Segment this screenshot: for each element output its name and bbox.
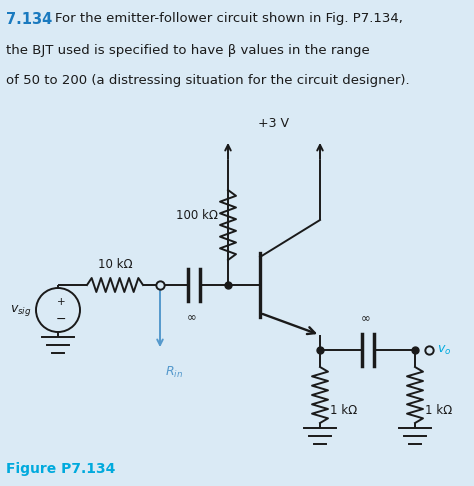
Text: 100 kΩ: 100 kΩ [176, 208, 218, 222]
Text: $v_{sig}$: $v_{sig}$ [10, 302, 32, 317]
Text: +: + [57, 297, 65, 307]
Text: $R_{in}$: $R_{in}$ [165, 365, 183, 380]
Text: −: − [56, 312, 66, 326]
Text: For the emitter-follower circuit shown in Fig. P7.134,: For the emitter-follower circuit shown i… [55, 12, 403, 25]
Text: the BJT used is specified to have β values in the range: the BJT used is specified to have β valu… [6, 44, 370, 57]
Text: +3 V: +3 V [258, 117, 290, 130]
Text: Figure P7.134: Figure P7.134 [6, 462, 115, 476]
Text: 1 kΩ: 1 kΩ [425, 403, 452, 417]
Text: ∞: ∞ [187, 311, 197, 324]
Text: 10 kΩ: 10 kΩ [98, 258, 132, 271]
Text: ∞: ∞ [361, 312, 371, 325]
Text: 7.134: 7.134 [6, 12, 52, 27]
Text: 1 kΩ: 1 kΩ [330, 403, 357, 417]
Text: $v_o$: $v_o$ [437, 344, 451, 357]
Text: of 50 to 200 (a distressing situation for the circuit designer).: of 50 to 200 (a distressing situation fo… [6, 74, 410, 87]
